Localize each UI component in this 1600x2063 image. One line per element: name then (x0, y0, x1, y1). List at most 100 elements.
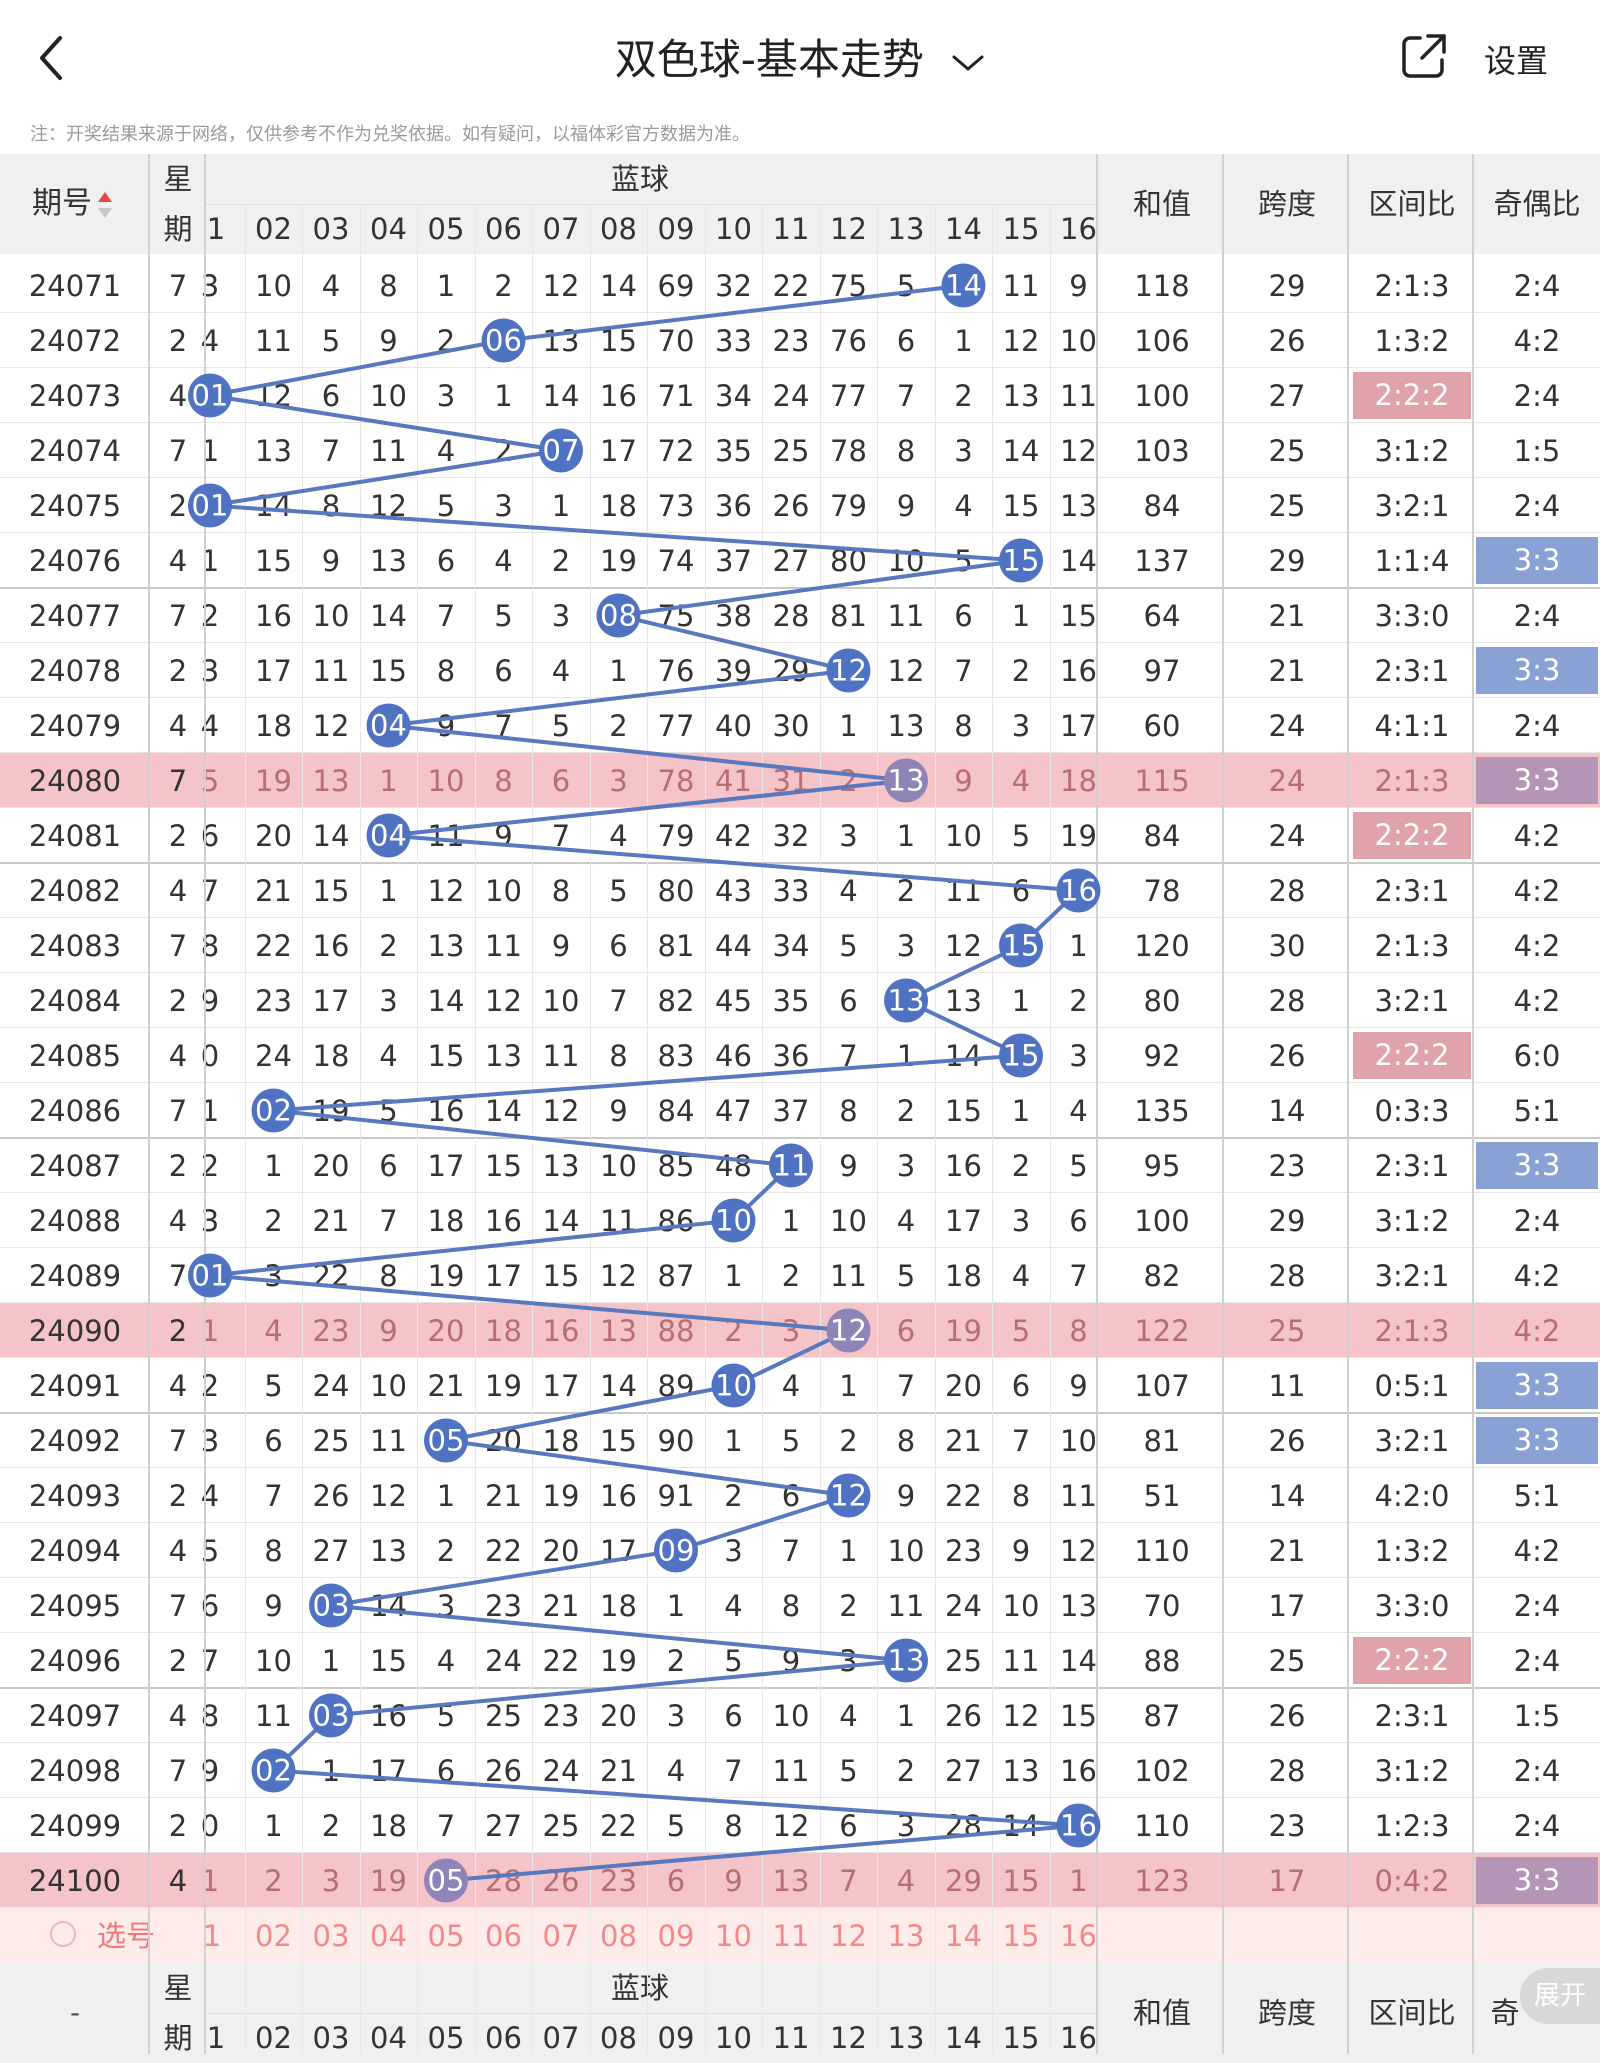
zone-ratio-header: 区间比 (1368, 187, 1456, 221)
week-cell: 2 (168, 1313, 188, 1348)
week-cell: 2 (168, 1478, 188, 1513)
missing-count-cell: 12 (542, 268, 580, 303)
missing-count-cell: 4 (436, 433, 456, 468)
week-cell: 4 (168, 1698, 188, 1733)
select-blue-number[interactable]: 12 (830, 1918, 867, 1953)
missing-count-cell: 16 (1060, 1753, 1097, 1788)
missing-count-cell: 13 (1002, 1753, 1040, 1788)
odd-even-cell: 3:3 (1476, 537, 1598, 584)
select-blue-number[interactable]: 11 (772, 1918, 810, 1953)
missing-count-cell: 40 (715, 708, 752, 743)
blue-column-divider (877, 204, 879, 2054)
select-blue-number[interactable]: 07 (542, 1918, 580, 1953)
back-arrow-icon[interactable] (30, 30, 80, 86)
missing-count-cell: 10 (485, 873, 522, 908)
period-header-placeholder: - (69, 1996, 81, 2029)
svg-text:12: 12 (830, 1314, 867, 1348)
missing-count-cell: 18 (542, 1423, 580, 1458)
period-header[interactable]: 期号 (32, 186, 92, 221)
select-number-label[interactable]: 选号 (96, 1918, 155, 1953)
select-radio-icon[interactable] (50, 1921, 76, 1947)
svg-text:13: 13 (888, 764, 925, 798)
select-blue-number[interactable]: 02 (255, 1918, 292, 1953)
settings-button[interactable]: 设置 (1484, 42, 1549, 80)
missing-count-cell: 25 (945, 1643, 982, 1678)
sum-cell: 87 (1143, 1698, 1181, 1733)
missing-count-cell: 1 (494, 378, 513, 413)
svg-text:15: 15 (1003, 929, 1040, 963)
missing-count-cell: 3 (609, 763, 628, 798)
select-blue-number[interactable]: 08 (600, 1918, 637, 1953)
drawn-blue-ball: 13 (884, 978, 928, 1023)
period-cell: 24093 (28, 1478, 122, 1513)
missing-count-cell: 10 (887, 543, 925, 578)
select-blue-number[interactable]: 09 (657, 1918, 695, 1953)
missing-count-cell: 8 (1011, 1478, 1031, 1513)
missing-count-cell: 12 (485, 983, 522, 1018)
missing-count-cell: 23 (772, 323, 810, 358)
select-blue-number[interactable]: 04 (370, 1918, 407, 1953)
missing-count-cell: 73 (657, 488, 695, 523)
select-blue-number[interactable]: 1 (202, 1918, 222, 1953)
select-blue-number[interactable]: 16 (1060, 1918, 1097, 1953)
highlight-row-bg (0, 1853, 1600, 1908)
sum-cell: 82 (1143, 1258, 1181, 1293)
blue-column-divider (934, 204, 936, 2054)
missing-count-cell: 26 (772, 488, 810, 523)
odd-even-cell: 3:3 (1476, 757, 1598, 804)
drawn-blue-ball: 11 (769, 1143, 813, 1188)
missing-count-cell: 17 (427, 1148, 465, 1183)
select-blue-number[interactable]: 13 (887, 1918, 925, 1953)
page-title-dropdown[interactable]: 双色球-基本走势 (0, 26, 1600, 87)
zone-ratio-cell: 3:1:2 (1374, 1753, 1450, 1788)
drawn-blue-ball: 01 (188, 483, 232, 528)
blue-column-divider (244, 204, 246, 2054)
missing-count-cell: 17 (312, 983, 350, 1018)
row-divider (0, 1797, 1600, 1798)
missing-count-cell: 9 (896, 1478, 916, 1513)
select-blue-number[interactable]: 06 (485, 1918, 522, 1953)
svg-text:15: 15 (1003, 544, 1040, 578)
drawn-blue-ball: 03 (309, 1693, 353, 1738)
missing-count-cell: 29 (945, 1863, 982, 1898)
missing-count-cell: 15 (542, 1258, 580, 1293)
missing-count-cell: 45 (715, 983, 752, 1018)
missing-count-cell: 4 (954, 488, 973, 523)
missing-count-cell: 22 (772, 268, 810, 303)
missing-count-cell: 88 (657, 1313, 695, 1348)
missing-count-cell: 42 (715, 818, 752, 853)
missing-count-cell: 1 (379, 873, 398, 908)
row-divider (0, 1852, 1600, 1853)
expand-button[interactable]: 展开 (1520, 1968, 1600, 2024)
zone-ratio-cell: 2:3:1 (1374, 1698, 1450, 1733)
missing-count-cell: 8 (264, 1533, 283, 1568)
missing-count-cell: 10 (830, 1203, 867, 1238)
blue-column-divider (302, 204, 304, 2054)
select-blue-number[interactable]: 15 (1002, 1918, 1040, 1953)
odd-even-cell: 3:3 (1476, 1857, 1598, 1904)
missing-count-cell: 10 (255, 1643, 292, 1678)
sort-icon[interactable] (96, 190, 114, 220)
zone-ratio-cell: 3:2:1 (1374, 1423, 1450, 1458)
share-icon[interactable] (1398, 30, 1450, 82)
sum-cell: 70 (1143, 1588, 1181, 1623)
row-divider (0, 1742, 1600, 1743)
blue-column-divider (647, 204, 649, 2054)
missing-count-cell: 4 (1069, 1093, 1088, 1128)
missing-count-cell: 34 (772, 928, 810, 963)
select-blue-number[interactable]: 14 (945, 1918, 982, 1953)
drawn-blue-ball: 05 (424, 1418, 468, 1463)
drawn-blue-ball: 13 (884, 1638, 928, 1683)
drawn-blue-ball: 12 (826, 648, 871, 693)
select-blue-number[interactable]: 03 (312, 1918, 350, 1953)
span-cell: 23 (1268, 1808, 1306, 1843)
missing-count-cell: 36 (772, 1038, 810, 1073)
missing-count-cell: 13 (887, 708, 925, 743)
zone-ratio-cell: 3:1:2 (1374, 433, 1450, 468)
select-blue-number[interactable]: 05 (427, 1918, 465, 1953)
missing-count-cell: 1 (1011, 598, 1031, 633)
select-blue-number[interactable]: 10 (715, 1918, 752, 1953)
missing-count-cell: 81 (830, 598, 867, 633)
missing-count-cell: 24 (255, 1038, 292, 1073)
missing-count-cell: 43 (715, 873, 752, 908)
